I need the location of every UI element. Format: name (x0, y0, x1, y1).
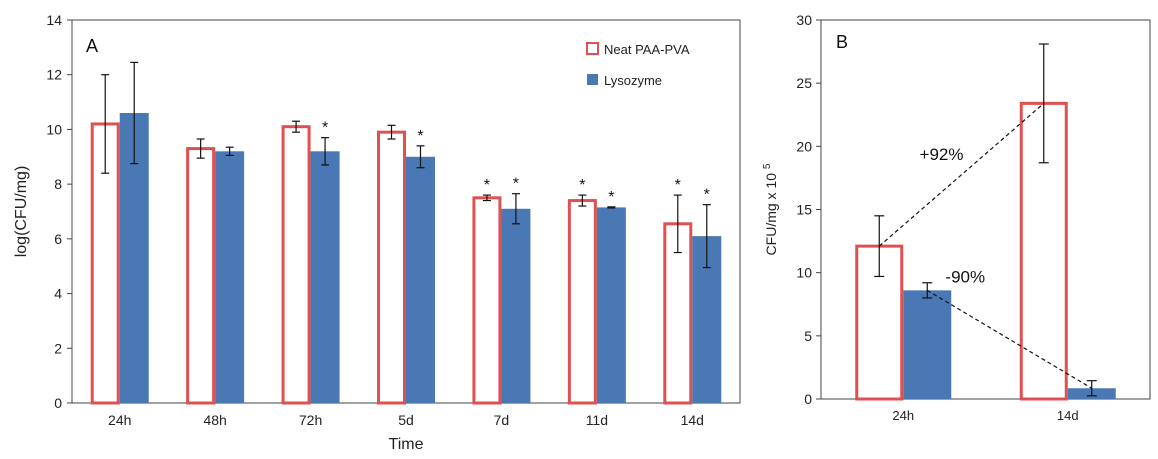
bar-lysozyme (215, 151, 245, 403)
y-tick-label: 10 (796, 265, 812, 281)
y-tick-label: 14 (46, 12, 62, 28)
y-tick-label: 4 (54, 286, 62, 302)
panel-b: 0 5 10 15 20 25 30 24h 14d +92% -90% CFU/mg x 10 5 B (762, 12, 1151, 423)
y-tick-label: 10 (46, 121, 62, 137)
bar-neat (186, 147, 216, 405)
x-tick-label: 72h (299, 412, 322, 428)
trend-line-neat (878, 102, 1045, 247)
significance-star: * (579, 177, 585, 194)
bar-neat (472, 196, 502, 405)
significance-star: * (704, 187, 710, 204)
significance-star: * (513, 176, 519, 193)
y-tick-label: 20 (796, 138, 812, 154)
significance-star: * (417, 128, 423, 145)
bar-lysozyme (406, 156, 435, 403)
legend-label-neat: Neat PAA-PVA (604, 42, 690, 57)
legend-swatch-neat (586, 42, 599, 55)
y-axis-title: CFU/mg x 10 5 (762, 163, 779, 255)
y-tick-label: 2 (54, 340, 62, 356)
bar-lysozyme (596, 207, 626, 403)
y-tick-label: 30 (796, 12, 812, 28)
y-tick-label: 0 (54, 395, 62, 411)
x-tick-label: 14d (1057, 408, 1079, 423)
legend-swatch-lysozyme (587, 74, 598, 85)
bar-neat (281, 125, 311, 405)
trend-line-lysozyme (926, 289, 1093, 389)
legend-label-lysozyme: Lysozyme (604, 73, 662, 88)
y-tick-label: 25 (796, 75, 812, 91)
x-tick-label: 11d (586, 412, 608, 428)
annotation-increase: +92% (920, 145, 964, 164)
y-tick-label: 5 (804, 328, 812, 344)
panel-label-a: A (86, 36, 98, 56)
y-tick-label: 12 (46, 67, 62, 83)
significance-star: * (322, 120, 328, 137)
y-axis-title-text: CFU/mg x 10 (763, 169, 779, 255)
significance-star: * (484, 177, 490, 194)
bar-lysozyme (501, 208, 531, 403)
y-axis-title-superscript: 5 (762, 163, 773, 169)
bar-neat (377, 130, 406, 405)
annotation-decrease: -90% (945, 267, 985, 286)
significance-star: * (608, 189, 614, 206)
bar-lysozyme (903, 290, 952, 399)
x-tick-label: 48h (203, 412, 226, 428)
bar-neat (90, 122, 120, 405)
y-tick-label: 0 (804, 391, 812, 407)
y-axis-title: log(CFU/mg) (13, 166, 30, 258)
panel-label-b: B (836, 32, 848, 52)
x-tick-label: 24h (108, 412, 131, 428)
bar-neat (567, 199, 597, 405)
y-tick-label: 8 (54, 176, 62, 192)
x-tick-label: 14d (681, 412, 704, 428)
bar-lysozyme (310, 151, 340, 403)
x-axis-title: Time (389, 436, 424, 453)
panel-a: 0 2 4 6 8 10 12 14 24h 48h 72h * 5d * 7d * * 11d * * 14d * * Ti… (13, 12, 741, 453)
y-tick-label: 15 (796, 202, 812, 218)
x-tick-label: 7d (494, 412, 510, 428)
x-tick-label: 24h (892, 408, 914, 423)
x-tick-label: 5d (398, 412, 414, 428)
significance-star: * (675, 177, 681, 194)
y-tick-label: 6 (54, 231, 62, 247)
